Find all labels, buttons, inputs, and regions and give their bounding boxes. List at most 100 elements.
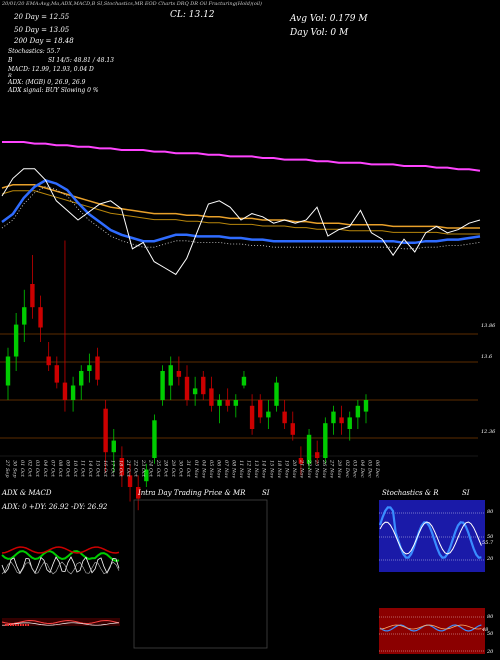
date-tick-label: 30 Oct xyxy=(178,460,184,478)
stoch-d-line xyxy=(379,521,482,555)
candle-body xyxy=(5,356,11,386)
candle-body xyxy=(111,440,116,453)
candle-body xyxy=(290,423,295,435)
adx-line-label: ADX: (MGB) 0, 26.9, 26.9 xyxy=(8,79,86,86)
candle-body xyxy=(339,417,344,424)
date-tick-label: 17 Oct xyxy=(110,460,116,478)
date-tick-label: 22 Oct xyxy=(132,459,138,478)
price-label-mid: 13.6 xyxy=(481,354,493,360)
candle-body xyxy=(70,385,76,400)
candle-body xyxy=(22,307,27,325)
candle-body xyxy=(282,411,287,424)
candle-body xyxy=(54,365,60,383)
candle-body xyxy=(192,388,198,395)
candle-body xyxy=(225,400,230,406)
b-label: B xyxy=(8,57,13,64)
candle-body xyxy=(152,420,157,458)
candle-body xyxy=(331,411,336,424)
candle-body xyxy=(127,475,133,487)
candle-body xyxy=(144,469,149,482)
date-tick-label: 18 Oct xyxy=(117,460,123,478)
ema20-line xyxy=(1,179,481,245)
date-tick-label: 21 Oct xyxy=(125,459,131,478)
macd-histogram-bar xyxy=(10,624,12,626)
candle-body xyxy=(274,382,279,406)
date-tick-label: 05 Nov xyxy=(208,460,214,478)
date-tick-label: 14 Oct xyxy=(87,460,93,478)
date-tick-label: 04 Nov xyxy=(200,460,206,478)
close-label: CL: 13.12 xyxy=(170,10,215,20)
date-tick-label: 28 Oct xyxy=(163,459,169,478)
date-tick-label: 06 Nov xyxy=(215,460,221,478)
macd-histogram-bar xyxy=(22,624,24,626)
ma50-label: 50 Day = 13.05 xyxy=(14,26,70,34)
candle-body xyxy=(314,452,320,458)
date-tick-label: 15 Nov xyxy=(268,460,274,478)
price-label-low: 12.36 xyxy=(481,429,496,435)
date-tick-label: 25 Oct xyxy=(155,459,161,478)
candle-body xyxy=(249,405,255,429)
date-tick-label: 08 Oct xyxy=(57,460,63,478)
candle-body xyxy=(258,400,263,418)
date-tick-label: 24 Oct xyxy=(147,459,153,478)
candle-body xyxy=(119,458,125,476)
adx-plus-di xyxy=(1,550,120,563)
macd-line xyxy=(1,619,120,625)
macd-signal-line xyxy=(1,622,120,626)
date-tick-label: 27 Sep xyxy=(4,459,10,478)
stoch-level-20: 20 xyxy=(487,556,494,562)
si-line xyxy=(379,624,482,632)
date-tick-label: 29 Nov xyxy=(336,459,342,478)
macd-label: MACD: 12.99, 12.93, 0.04 D xyxy=(8,66,94,73)
candle-body xyxy=(233,400,239,406)
candle-body xyxy=(241,376,247,386)
date-tick-label: 10 Oct xyxy=(72,460,78,478)
candle-body xyxy=(79,371,84,386)
date-tick-label: 04 Dec xyxy=(359,460,365,478)
day-vol-label: Day Vol: 0 M xyxy=(290,28,349,38)
macd-histogram-bar xyxy=(5,624,7,626)
adx-panel-title: ADX & MACD xyxy=(2,489,52,497)
date-tick-label: 06 Dec xyxy=(374,460,380,478)
date-tick-label: 19 Nov xyxy=(283,460,289,478)
date-tick-label: 08 Nov xyxy=(231,460,237,478)
adx-minus-di xyxy=(1,546,120,554)
intraday-panel-title: Intra Day Trading Price & MR xyxy=(138,489,246,497)
intraday-si: SI xyxy=(262,489,270,497)
intraday-panel-frame xyxy=(133,499,268,649)
candle-body xyxy=(38,307,43,328)
candle-body xyxy=(201,376,206,395)
header-top-line: 20/01/20 EMA:Avg,Ma,ADX,MACD,B SI,Stocha… xyxy=(2,1,262,7)
date-tick-label: 29 Oct xyxy=(170,459,176,478)
date-tick-label: 25 Nov xyxy=(314,459,320,478)
ema50-line-secondary xyxy=(1,190,480,235)
date-tick-label: 14 Nov xyxy=(261,460,267,478)
stoch-label: Stochastics: 55.7 xyxy=(8,48,61,55)
candle-body xyxy=(87,365,92,371)
candle-body xyxy=(103,408,108,453)
candle-body xyxy=(184,376,190,400)
ma200-label: 200 Day = 18.48 xyxy=(14,37,74,45)
si-level-20: 20 xyxy=(487,649,494,655)
candle-body xyxy=(217,400,222,406)
candle-body xyxy=(95,356,100,380)
macd-histogram-bar xyxy=(17,624,19,626)
candle-body xyxy=(209,388,214,406)
date-tick-label: 09 Oct xyxy=(64,460,70,478)
si-label: SI 14/5: 48.81 / 48.13 xyxy=(48,57,114,64)
avg-vol-label: Avg Vol: 0.179 M xyxy=(290,14,368,24)
candle-body xyxy=(46,356,51,366)
date-tick-label: 03 Oct xyxy=(34,460,40,478)
macd-histogram-bar xyxy=(25,624,27,626)
candle-body xyxy=(266,411,271,418)
adx-panel-values: ADX: 0 +DY: 26.92 -DY: 26.92 xyxy=(2,503,108,511)
candle-body xyxy=(298,458,304,464)
macd-histogram-bar xyxy=(7,624,9,626)
ema200-line xyxy=(2,141,481,172)
date-tick-label: 11 Oct xyxy=(80,460,86,478)
stoch-current-value: 55.7 xyxy=(482,540,494,546)
date-tick-label: 22 Nov xyxy=(306,459,312,478)
date-tick-label: 20 Nov xyxy=(291,459,297,478)
date-tick-label: 13 Nov xyxy=(253,460,259,478)
